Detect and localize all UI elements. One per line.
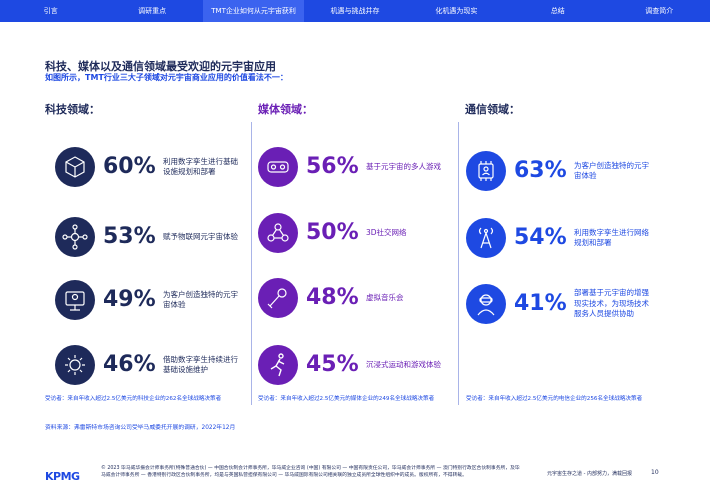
stat-value: 56%: [306, 154, 359, 179]
tech-stat-row: 53% 赋予物联网元宇宙体验: [55, 217, 245, 257]
stat-desc: 为客户创造独特的元宇宙体验: [163, 289, 238, 310]
stat-value: 60%: [103, 154, 156, 179]
nav-tmt-profit[interactable]: TMT企业如何从元宇宙获利: [202, 0, 305, 22]
tech-stat-row: 46% 借助数字孪生持续进行基础设施维护: [55, 345, 245, 385]
stat-desc: 3D社交网络: [366, 227, 407, 237]
customer-experience-icon: [55, 280, 95, 320]
nav-opportunities-challenges[interactable]: 机遇与挑战并存: [330, 7, 380, 15]
vr-user-icon: [466, 284, 506, 324]
kpmg-logo: KPMG: [45, 470, 80, 483]
telecom-stat-row: 63% 为客户创造独特的元宇宙体验: [466, 151, 656, 191]
stat-value: 48%: [306, 285, 359, 310]
media-heading: 媒体领域：: [258, 103, 313, 116]
stat-desc: 利用数字孪生进行网络规划和部署: [574, 227, 649, 248]
iot-network-icon: [55, 217, 95, 257]
stat-value: 63%: [514, 158, 567, 183]
column-divider: [251, 122, 252, 405]
stat-value: 50%: [306, 220, 359, 245]
antenna-tower-icon: [466, 218, 506, 258]
media-respondents-note: 受访者：来自年收入超过2.5亿美元的媒体企业的249名全球战略决策者: [258, 396, 435, 402]
telecom-heading: 通信领域：: [465, 103, 520, 116]
media-stat-row: 56% 基于元宇宙的多人游戏: [258, 147, 448, 187]
social-network-icon: [258, 213, 298, 253]
nav-survey-intro[interactable]: 调查简介: [645, 7, 674, 15]
stat-desc: 借助数字孪生持续进行基础设施维护: [163, 354, 238, 375]
media-stat-row: 48% 虚拟音乐会: [258, 278, 448, 318]
page-number: 10: [651, 469, 659, 476]
stat-desc: 为客户创造独特的元宇宙体验: [574, 160, 649, 181]
stat-value: 41%: [514, 291, 567, 316]
top-navigation: 引言 调研重点 TMT企业如何从元宇宙获利 机遇与挑战并存 化机遇为现实 总结 …: [0, 0, 710, 22]
stat-value: 45%: [306, 352, 359, 377]
telecom-stat-row: 54% 利用数字孪生进行网络规划和部署: [466, 218, 656, 258]
stat-value: 53%: [103, 224, 156, 249]
telecom-respondents-note: 受访者：来自年收入超过2.5亿美元的电信企业的256名全球战略决策者: [466, 396, 643, 402]
stat-value: 49%: [103, 287, 156, 312]
runner-icon: [258, 345, 298, 385]
stat-desc: 基于元宇宙的多人游戏: [366, 161, 441, 171]
media-stat-row: 50% 3D社交网络: [258, 213, 448, 253]
tech-stat-row: 60% 利用数字孪生进行基础设施规划和部署: [55, 147, 245, 187]
chip-user-icon: [466, 151, 506, 191]
copyright-text: © 2023 毕马威华振会计师事务所(特殊普通合伙) — 中国合伙制会计师事务所…: [101, 466, 520, 478]
stat-desc: 利用数字孪生进行基础设施规划和部署: [163, 156, 238, 177]
tech-heading: 科技领域：: [45, 103, 100, 116]
stat-desc: 赋予物联网元宇宙体验: [163, 231, 238, 241]
report-name: 元宇宙生存之道 - 内部努力，满载回报: [547, 471, 632, 477]
source-note: 资料来源：弗雷斯特市场咨询公司受毕马威委托开展的调研，2022年12月: [45, 425, 236, 431]
column-divider: [458, 122, 459, 405]
stat-desc: 沉浸式运动和游戏体验: [366, 359, 441, 369]
tech-respondents-note: 受访者：来自年收入超过2.5亿美元的科技企业的262名全球战略决策者: [45, 396, 222, 402]
page-title: 科技、媒体以及通信领域最受欢迎的元宇宙应用: [45, 60, 276, 73]
tech-stat-row: 49% 为客户创造独特的元宇宙体验: [55, 280, 245, 320]
media-stat-row: 45% 沉浸式运动和游戏体验: [258, 345, 448, 385]
vr-headset-icon: [258, 147, 298, 187]
stat-value: 54%: [514, 225, 567, 250]
nav-intro[interactable]: 引言: [43, 7, 58, 15]
stat-value: 46%: [103, 352, 156, 377]
stat-desc: 部署基于元宇宙的增强现实技术，为现场技术服务人员提供协助: [574, 288, 649, 319]
telecom-stat-row: 41% 部署基于元宇宙的增强现实技术，为现场技术服务人员提供协助: [466, 284, 656, 324]
infrastructure-cube-icon: [55, 147, 95, 187]
page-subtitle: 如图所示，TMT行业三大子领域对元宇宙商业应用的价值看法不一：: [45, 73, 288, 82]
nav-turn-into-reality[interactable]: 化机遇为现实: [435, 7, 478, 15]
stat-desc: 虚拟音乐会: [366, 292, 404, 302]
nav-key-findings[interactable]: 调研重点: [138, 7, 167, 15]
nav-summary[interactable]: 总结: [550, 7, 565, 15]
digital-twin-gear-icon: [55, 345, 95, 385]
microphone-icon: [258, 278, 298, 318]
